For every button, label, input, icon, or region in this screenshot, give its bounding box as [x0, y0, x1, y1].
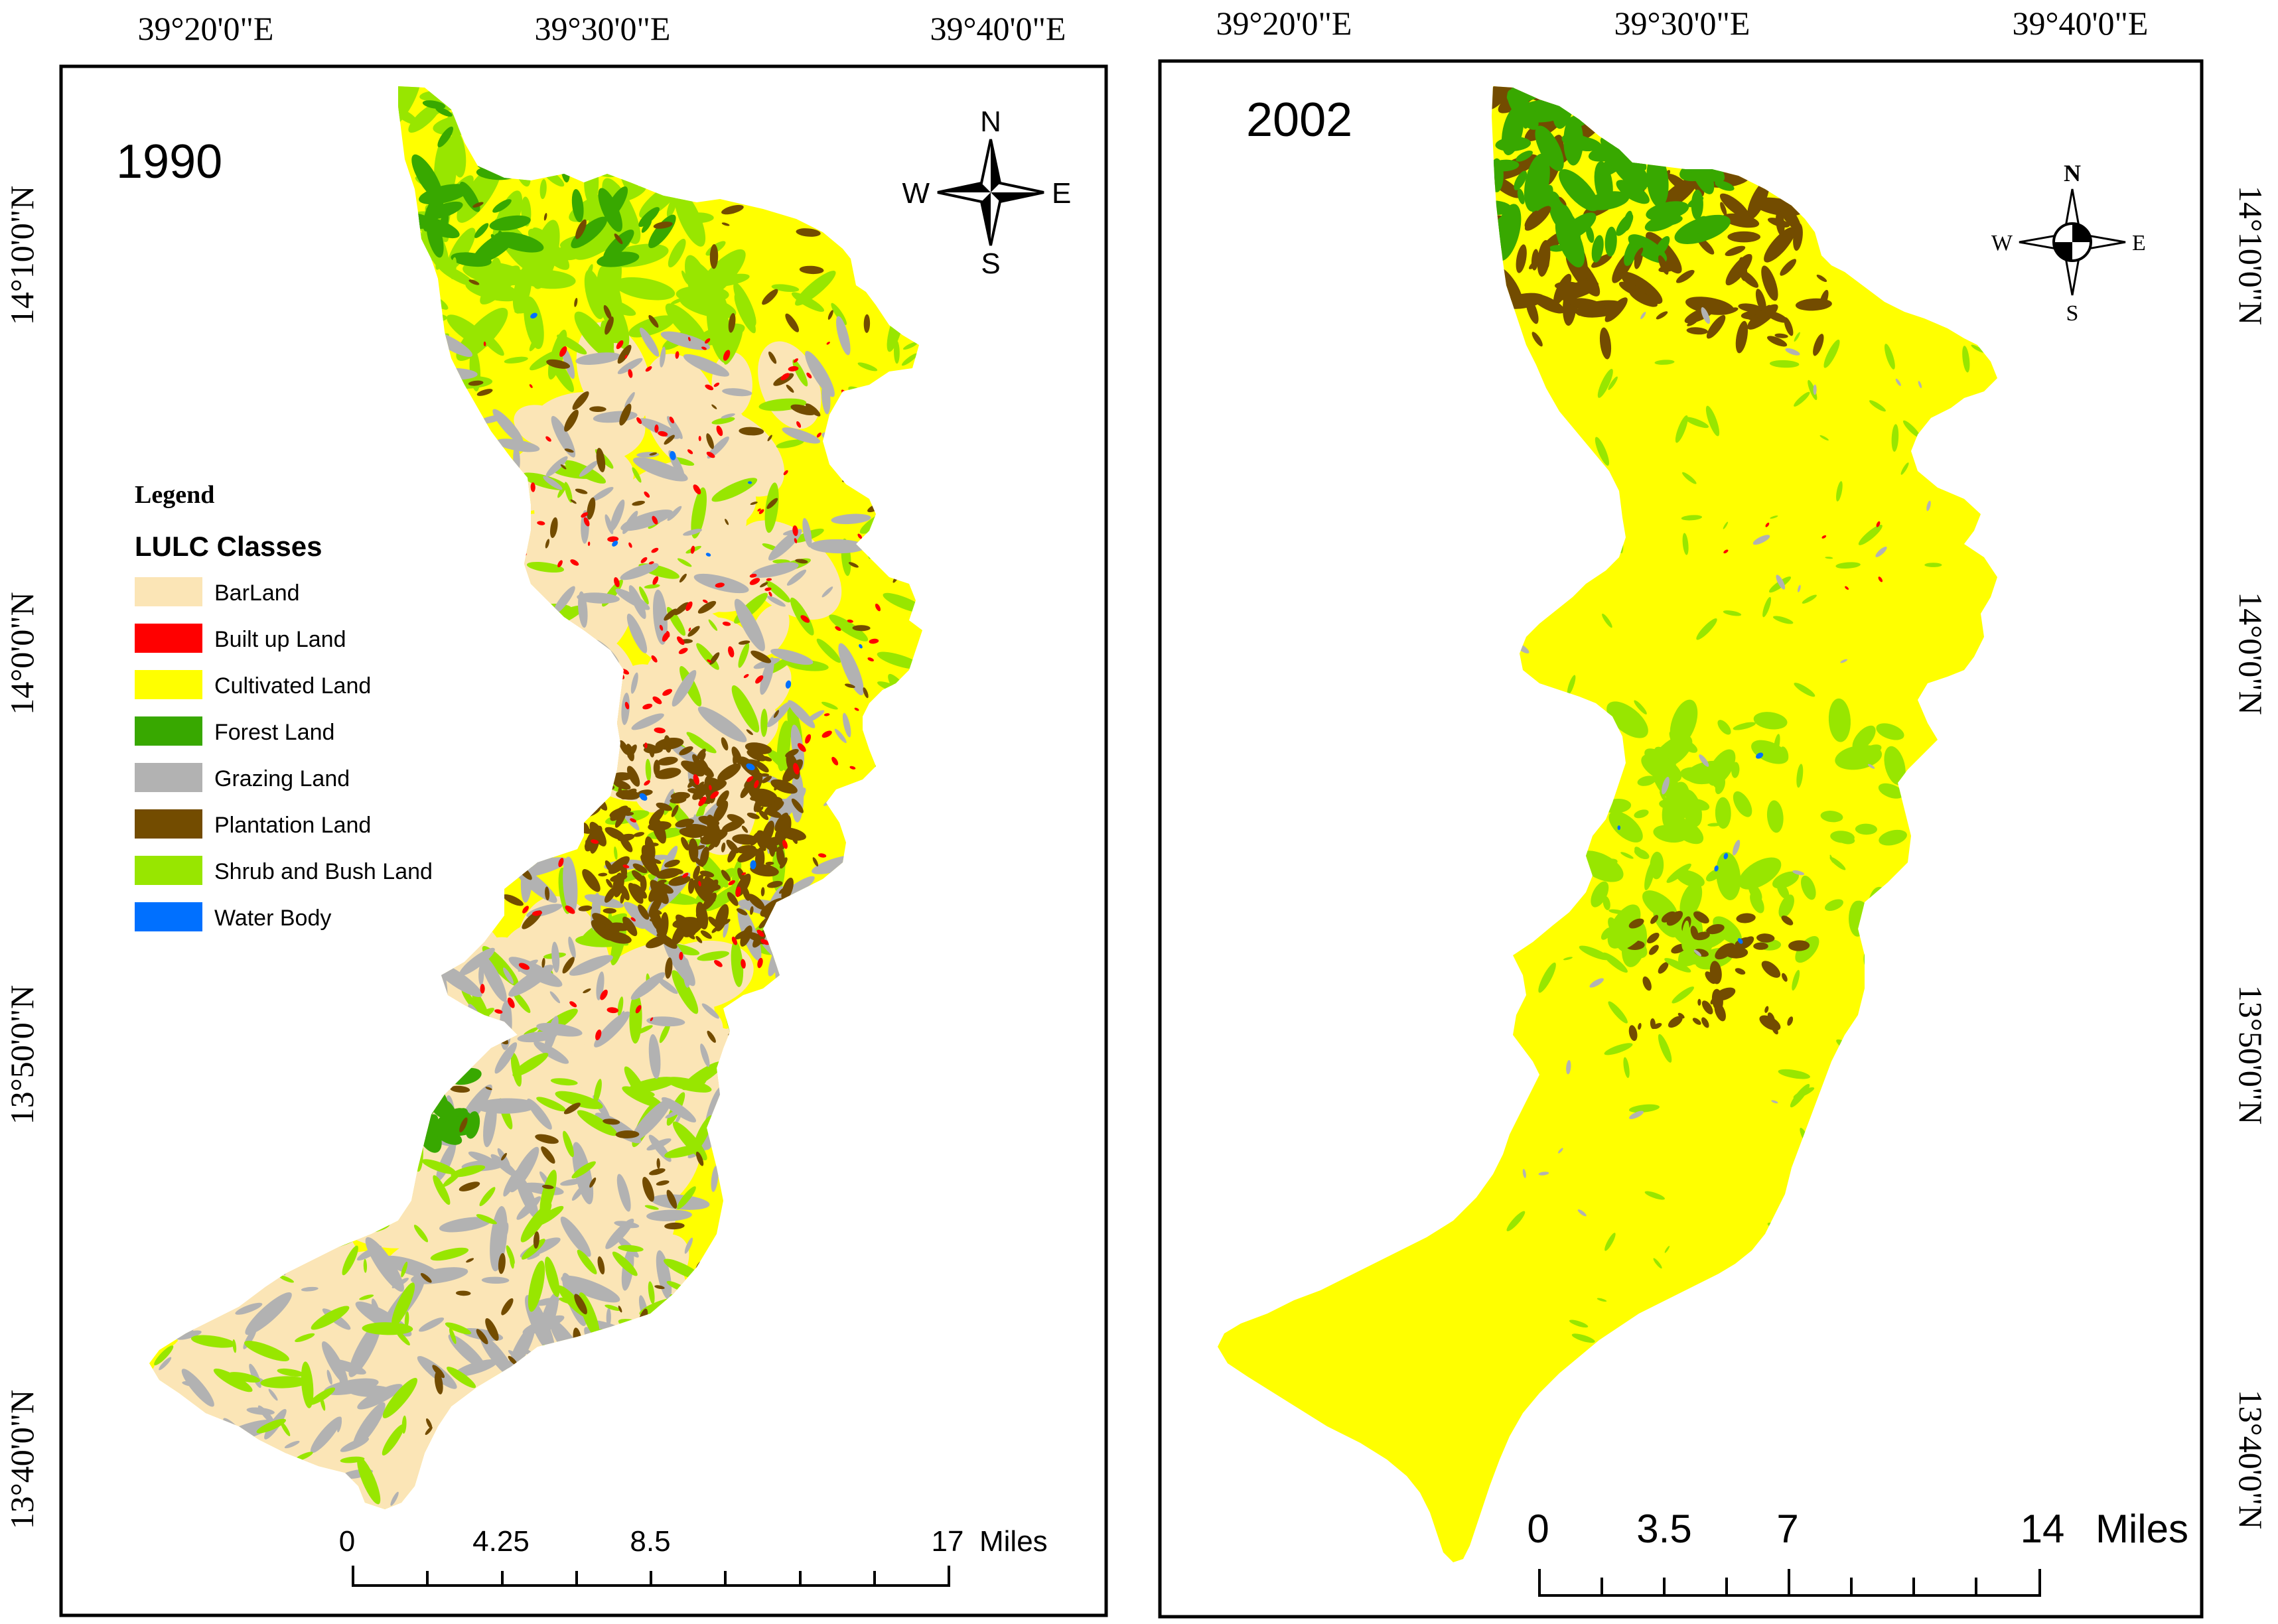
legend-item: Built up Land [135, 624, 346, 653]
lon-label-right-3: 39°40'0"E [2013, 5, 2149, 42]
legend-item: Forest Land [135, 716, 334, 746]
legend-label: Shrub and Bush Land [214, 859, 433, 884]
legend-label: Plantation Land [214, 813, 371, 838]
legend-subtitle: LULC Classes [135, 531, 322, 562]
scale-tick-0: 0 [1527, 1507, 1549, 1551]
scale-tick-3: 14 [2021, 1507, 2065, 1551]
year-label-2002: 2002 [1246, 94, 1352, 147]
legend-item: BarLand [135, 577, 300, 606]
scale-tick-1: 4.25 [472, 1525, 530, 1558]
left-latitude-labels: 14°10'0"N 14°0'0"N 13°50'0"N 13°40'0"N [3, 186, 40, 1530]
legend-swatch [135, 624, 202, 653]
north-arrow-1990: N S E W [902, 105, 1071, 280]
lat-label-left-4: 13°40'0"N [3, 1390, 40, 1530]
lat-label-right-2: 14°0'0"N [2232, 592, 2269, 715]
compass-e-label: E [2132, 231, 2146, 255]
compass-w-label: W [1991, 231, 2013, 255]
lon-label-right-1: 39°20'0"E [1216, 5, 1352, 42]
lat-label-left-1: 14°10'0"N [3, 186, 40, 326]
compass-s-label: S [981, 247, 1000, 280]
lat-label-right-1: 14°10'0"N [2232, 186, 2269, 326]
north-arrow-2002: N S E W [1991, 160, 2146, 326]
legend-label: BarLand [214, 580, 300, 606]
legend-item: Plantation Land [135, 809, 371, 839]
scale-tick-3: 17 [932, 1525, 964, 1558]
legend-title: Legend [135, 481, 214, 509]
panel-1990: 1990 N S E W Legend LULC Classes BarLand… [59, 64, 1108, 1617]
legend-items: BarLand Built up Land Cultivated Land Fores… [135, 577, 433, 931]
year-label-1990: 1990 [116, 135, 222, 188]
scale-tick-0: 0 [339, 1525, 355, 1558]
scale-bar-2002: 0 3.5 7 14 Miles [1527, 1507, 2188, 1597]
scale-unit: Miles [979, 1525, 1048, 1558]
scale-tick-2: 8.5 [630, 1525, 670, 1558]
lat-label-left-3: 13°50'0"N [3, 985, 40, 1125]
scale-bar-1990: 0 4.25 8.5 17 Miles [339, 1525, 1048, 1587]
legend-label: Built up Land [214, 627, 346, 652]
right-latitude-labels: 14°10'0"N 14°0'0"N 13°50'0"N 13°40'0"N [2232, 186, 2269, 1530]
lon-label-left-3: 39°40'0"E [930, 10, 1066, 47]
lat-label-right-4: 13°40'0"N [2232, 1390, 2269, 1530]
compass-n-label: N [2064, 160, 2081, 186]
legend-label: Grazing Land [214, 766, 350, 791]
legend: Legend LULC Classes BarLand Built up Land… [135, 481, 433, 931]
compass-w-label: W [902, 177, 930, 210]
scale-unit: Miles [2096, 1507, 2188, 1551]
legend-swatch [135, 902, 202, 931]
legend-swatch [135, 577, 202, 606]
legend-label: Cultivated Land [214, 673, 371, 699]
legend-swatch [135, 856, 202, 885]
compass-n-label: N [980, 105, 1001, 138]
lon-label-left-1: 39°20'0"E [138, 10, 274, 47]
lon-label-left-2: 39°30'0"E [535, 10, 671, 47]
legend-label: Water Body [214, 906, 331, 931]
legend-item: Cultivated Land [135, 670, 371, 699]
legend-item: Shrub and Bush Land [135, 856, 433, 885]
lon-label-right-2: 39°30'0"E [1614, 5, 1750, 42]
lat-label-left-2: 14°0'0"N [3, 592, 40, 715]
legend-swatch [135, 809, 202, 839]
basin-fill-2002 [1218, 86, 1997, 1562]
scale-tick-1: 3.5 [1636, 1507, 1691, 1551]
top-longitude-labels: 39°20'0"E 39°30'0"E 39°40'0"E 39°20'0"E … [138, 5, 2149, 47]
legend-label: Forest Land [214, 720, 334, 745]
panel-2002: 2002 N S E W [1158, 59, 2204, 1619]
legend-swatch [135, 670, 202, 699]
compass-e-label: E [1052, 177, 1071, 210]
compass-s-label: S [2066, 301, 2079, 326]
scale-tick-2: 7 [1776, 1507, 1798, 1551]
legend-item: Water Body [135, 902, 331, 931]
legend-swatch [135, 716, 202, 746]
legend-item: Grazing Land [135, 763, 350, 792]
legend-swatch [135, 763, 202, 792]
lat-label-right-3: 13°50'0"N [2232, 985, 2269, 1125]
